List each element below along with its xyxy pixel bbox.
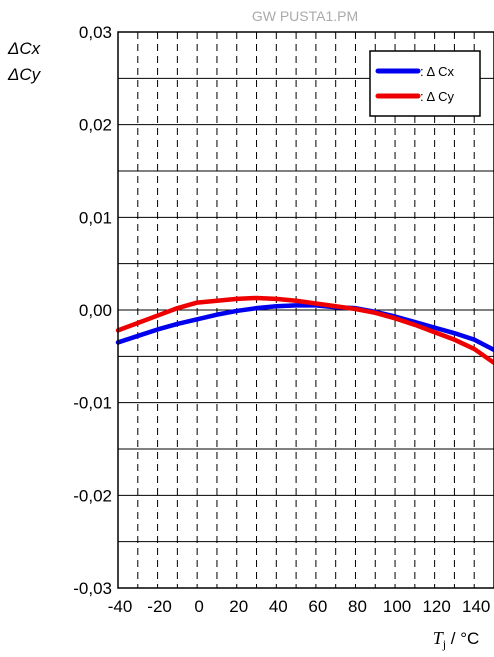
y-axis-label-1: ΔCx (7, 39, 41, 58)
x-tick-label: 20 (229, 597, 248, 616)
x-tick-label: -40 (108, 597, 133, 616)
y-tick-label: 0,00 (79, 301, 112, 320)
x-tick-label: 0 (194, 597, 203, 616)
watermark: GW PUSTA1.PM (252, 8, 358, 24)
legend: : Δ Cx : Δ Cy (369, 50, 481, 117)
y-tick-label: -0,03 (73, 579, 112, 598)
y-tick-label: 0,01 (79, 208, 112, 227)
y-tick-label: -0,02 (73, 486, 112, 505)
series-line-cy (115, 295, 494, 366)
x-tick-label: 140 (462, 597, 490, 616)
x-tick-label: 60 (308, 597, 327, 616)
x-axis-label: Tj / °C (433, 628, 480, 651)
series-line-cx (115, 303, 494, 353)
x-tick-label: 40 (269, 597, 288, 616)
x-tick-label: 120 (422, 597, 450, 616)
x-tick-label: 100 (383, 597, 411, 616)
x-tick-label: 80 (348, 597, 367, 616)
tick-labels: -0,03 -0,02 -0,01 0,00 0,01 0,02 0,03 -40 -20 0 20… (73, 23, 490, 616)
plot-frame (117, 31, 494, 589)
legend-label-cy: : Δ Cy (420, 89, 454, 104)
y-tick-label: -0,01 (73, 394, 112, 413)
legend-box (369, 50, 481, 117)
series-lines (115, 295, 494, 366)
y-axis-label-2: ΔCy (7, 65, 42, 84)
legend-label-cx: : Δ Cx (420, 64, 454, 79)
y-tick-label: 0,03 (79, 23, 112, 42)
x-tick-label: -20 (147, 597, 172, 616)
y-tick-label: 0,02 (79, 116, 112, 135)
